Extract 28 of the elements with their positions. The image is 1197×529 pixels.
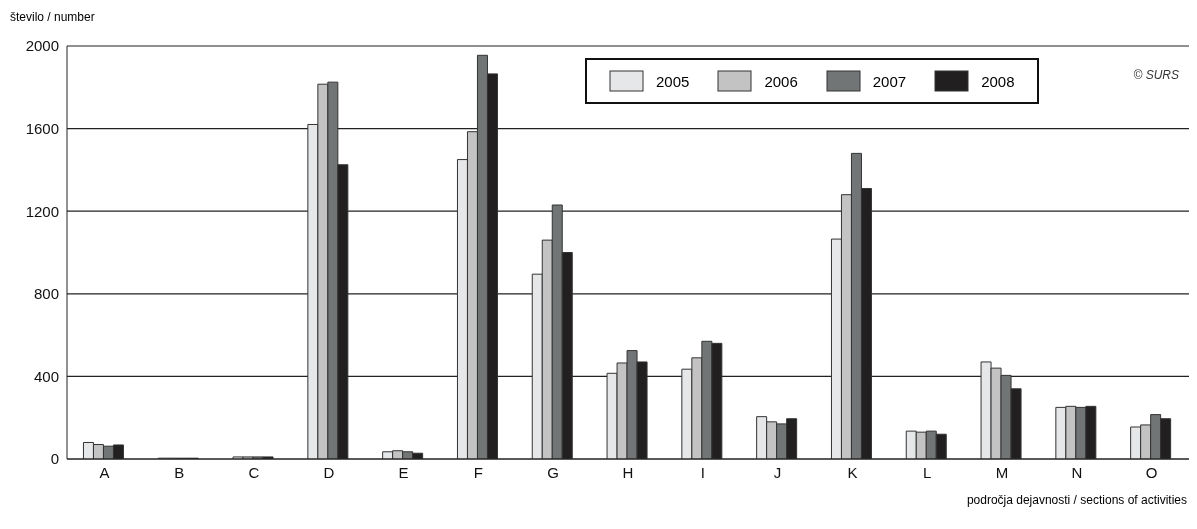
- legend-label: 2007: [872, 72, 907, 90]
- x-tick-label: I: [700, 463, 705, 481]
- y-tick-label: 800: [33, 285, 59, 303]
- y-axis-title: število / number: [10, 10, 95, 24]
- y-tick-label: 400: [33, 367, 59, 385]
- x-tick-label: M: [995, 463, 1009, 481]
- legend-label: 2008: [981, 72, 1015, 90]
- x-tick-label: J: [773, 463, 782, 481]
- x-tick-label: A: [99, 463, 110, 481]
- y-tick-label: 1200: [25, 202, 59, 220]
- x-axis-title: področja dejavnosti / sections of activities: [966, 493, 1187, 507]
- x-tick-label: N: [1071, 463, 1083, 481]
- annotation: © SURS: [1133, 68, 1179, 82]
- x-tick-label: C: [248, 463, 260, 481]
- y-tick-label: 0: [50, 450, 59, 468]
- y-tick-label: 2000: [25, 37, 59, 55]
- x-tick-label: D: [323, 463, 335, 481]
- x-tick-label: B: [174, 463, 185, 481]
- x-tick-label: K: [847, 463, 858, 481]
- legend-label: 2006: [764, 72, 798, 90]
- x-tick-label: L: [923, 463, 932, 481]
- x-tick-label: H: [622, 463, 634, 481]
- legend-label: 2005: [656, 72, 690, 90]
- x-tick-label: F: [473, 463, 483, 481]
- y-tick-label: 1600: [25, 119, 59, 137]
- x-tick-label: O: [1145, 463, 1158, 481]
- x-tick-label: G: [547, 463, 560, 481]
- x-tick-label: E: [398, 463, 409, 481]
